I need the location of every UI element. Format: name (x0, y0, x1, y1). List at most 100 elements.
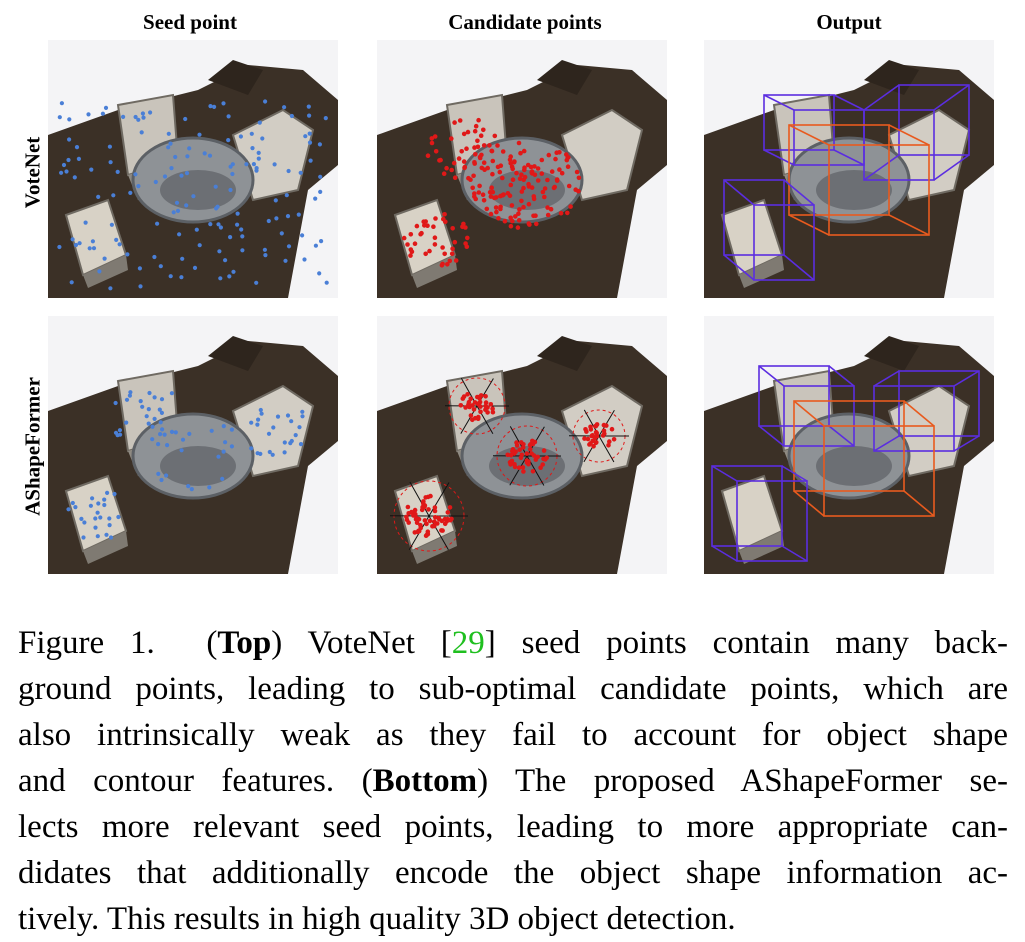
seed-point (267, 432, 271, 436)
seed-point (317, 271, 321, 275)
candidate-point (521, 469, 526, 474)
seed-point (128, 191, 132, 195)
seed-point (195, 228, 199, 232)
seed-point (303, 134, 307, 138)
seed-point (148, 110, 152, 114)
seed-point (276, 415, 280, 419)
seed-point (191, 194, 195, 198)
candidate-point (402, 236, 407, 241)
seed-point (257, 157, 261, 161)
seed-point (150, 437, 154, 441)
seed-point (163, 174, 167, 178)
seed-point (239, 227, 243, 231)
seed-point (108, 286, 112, 290)
seed-point (179, 275, 183, 279)
seed-point (169, 274, 173, 278)
seed-point (250, 146, 254, 150)
candidate-point (511, 177, 516, 182)
seed-point (263, 99, 267, 103)
candidate-point (557, 167, 562, 172)
candidate-point (514, 440, 519, 445)
seed-point (98, 515, 102, 519)
candidate-point (575, 170, 580, 175)
table-shadow (816, 170, 892, 210)
seed-point (109, 160, 113, 164)
candidate-point (406, 505, 411, 510)
candidate-point (406, 520, 411, 525)
seed-point (235, 223, 239, 227)
candidate-point (413, 241, 418, 246)
candidate-point (521, 442, 526, 447)
seed-point (81, 535, 85, 539)
candidate-point (448, 505, 453, 510)
seed-point (141, 116, 145, 120)
seed-point (111, 193, 115, 197)
seed-point (222, 450, 226, 454)
seed-point (163, 433, 167, 437)
candidate-point (431, 224, 436, 229)
seed-point (300, 410, 304, 414)
candidate-point (440, 245, 445, 250)
candidate-point (517, 207, 522, 212)
seed-point (170, 430, 174, 434)
seed-point (313, 197, 317, 201)
caption-text: ] seed points contain many back- (485, 625, 1008, 661)
candidate-point (477, 184, 482, 189)
seed-point (230, 428, 234, 432)
candidate-point (454, 258, 459, 263)
seed-point (325, 281, 329, 285)
seed-point (88, 246, 92, 250)
candidate-point (522, 168, 527, 173)
candidate-point (440, 263, 445, 268)
candidate-point (517, 448, 522, 453)
candidate-point (529, 165, 534, 170)
candidate-point (434, 149, 439, 154)
seed-point (271, 453, 275, 457)
candidate-point (473, 129, 478, 134)
seed-point (138, 266, 142, 270)
seed-point (179, 174, 183, 178)
candidate-point (520, 189, 525, 194)
seed-point (141, 111, 145, 115)
seed-point (309, 159, 313, 163)
seed-point (82, 520, 86, 524)
candidate-point (500, 176, 505, 181)
seed-point (285, 193, 289, 197)
candidate-point (476, 416, 481, 421)
candidate-point (545, 205, 550, 210)
seed-point (71, 501, 75, 505)
candidate-point (475, 395, 480, 400)
seed-point (203, 151, 207, 155)
seed-point (70, 280, 74, 284)
candidate-point (529, 451, 534, 456)
panel-votenet-seed (48, 40, 338, 298)
candidate-point (465, 392, 470, 397)
seed-point (187, 146, 191, 150)
seed-point (169, 166, 173, 170)
candidate-point (602, 429, 607, 434)
seed-point (283, 450, 287, 454)
seed-point (84, 221, 88, 225)
citation-link[interactable]: 29 (452, 625, 485, 661)
candidate-point (415, 224, 420, 229)
candidate-point (567, 184, 572, 189)
seed-point (214, 206, 218, 210)
seed-point (274, 198, 278, 202)
seed-point (258, 452, 262, 456)
candidate-point (526, 182, 531, 187)
seed-point (218, 276, 222, 280)
seed-point (147, 422, 151, 426)
candidate-point (423, 219, 428, 224)
candidate-point (553, 157, 558, 162)
seed-point (166, 145, 170, 149)
seed-point (208, 154, 212, 158)
candidate-point (482, 198, 487, 203)
candidate-point (577, 176, 582, 181)
candidate-point (474, 124, 479, 129)
candidate-point (490, 172, 495, 177)
seed-point (257, 151, 261, 155)
seed-point (249, 446, 253, 450)
candidate-point (443, 517, 448, 522)
caption-line-6: didates that additionally encode the obj… (18, 850, 1008, 896)
candidate-point (540, 171, 545, 176)
